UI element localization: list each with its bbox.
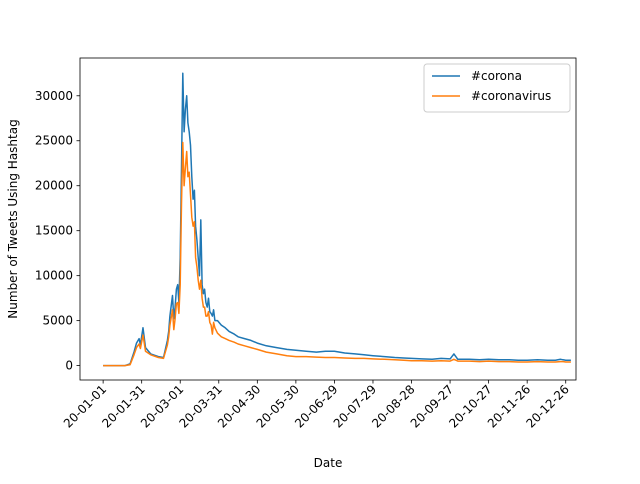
y-tick-label: 5000 [42, 314, 73, 328]
y-tick-label: 30000 [35, 89, 73, 103]
y-tick-label: 10000 [35, 269, 73, 283]
y-tick-label: 0 [65, 359, 73, 373]
legend-label-1: #corona [471, 69, 522, 83]
legend: #corona #coronavirus [423, 63, 571, 113]
legend-box [423, 63, 571, 113]
y-tick-label: 25000 [35, 134, 73, 148]
x-axis-label: Date [314, 456, 343, 470]
x-tick-label: 20-12-26 [523, 382, 571, 430]
legend-label-2: #coronavirus [471, 89, 551, 103]
y-axis: 0 5000 10000 15000 20000 25000 30000 [35, 89, 80, 373]
series-line-2 [103, 141, 571, 367]
y-tick-label: 20000 [35, 179, 73, 193]
y-tick-label: 15000 [35, 224, 73, 238]
x-axis: 20-01-0120-01-3120-03-0120-03-3120-04-30… [61, 380, 572, 431]
series-line-1 [103, 72, 571, 367]
series-layer [103, 72, 571, 367]
y-axis-label: Number of Tweets Using Hashtag [6, 119, 20, 318]
